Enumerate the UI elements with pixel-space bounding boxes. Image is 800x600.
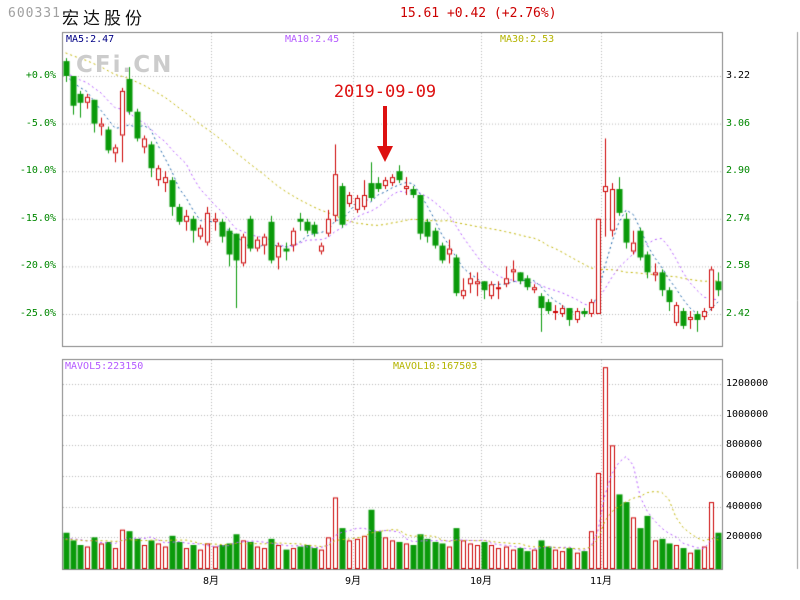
percent-tick-label: -25.0%	[19, 308, 56, 319]
volume-tick-label: 800000	[726, 439, 763, 451]
annotation-date-label: 2019-09-09	[333, 82, 437, 102]
legend-mavol5: MAVOL5:223150	[65, 361, 144, 372]
price-tick-label: 2.74	[726, 212, 751, 224]
percent-tick-label: -10.0%	[19, 165, 56, 177]
legend-mavol10: MAVOL10:167503	[393, 361, 478, 372]
legend-ma10: MA10:2.45	[285, 34, 340, 45]
price-tick-label: 3.06	[726, 117, 751, 129]
price-tick-label: 2.42	[726, 308, 751, 319]
month-label: 10月	[469, 576, 493, 587]
legend-ma5: MA5:2.47	[66, 34, 115, 45]
volume-tick-label: 1000000	[726, 408, 769, 420]
volume-tick-label: 600000	[726, 470, 763, 482]
volume-tick-label: 1200000	[726, 378, 769, 390]
month-label: 8月	[202, 576, 220, 587]
percent-tick-label: -15.0%	[19, 212, 56, 224]
legend-ma30: MA30:2.53	[500, 34, 555, 45]
watermark-logo: CFi.CN	[76, 52, 174, 78]
percent-tick-label: -5.0%	[25, 117, 56, 129]
volume-tick-label: 200000	[726, 531, 763, 543]
month-label: 9月	[344, 576, 362, 587]
stock-code: 600331	[8, 6, 61, 21]
month-label: 11月	[589, 576, 613, 587]
price-tick-label: 2.90	[726, 165, 751, 177]
percent-tick-label: +0.0%	[25, 70, 56, 81]
price-tick-label: 3.22	[726, 70, 751, 81]
percent-tick-label: -20.0%	[19, 260, 56, 272]
price-tick-label: 2.58	[726, 260, 751, 272]
stock-name: 宏达股份	[62, 9, 146, 29]
annotation-arrow-icon	[383, 106, 387, 146]
quote-price-change: 15.61 +0.42 (+2.76%)	[400, 6, 557, 21]
volume-tick-label: 400000	[726, 500, 763, 512]
annotation-arrow-head-icon	[377, 146, 393, 162]
